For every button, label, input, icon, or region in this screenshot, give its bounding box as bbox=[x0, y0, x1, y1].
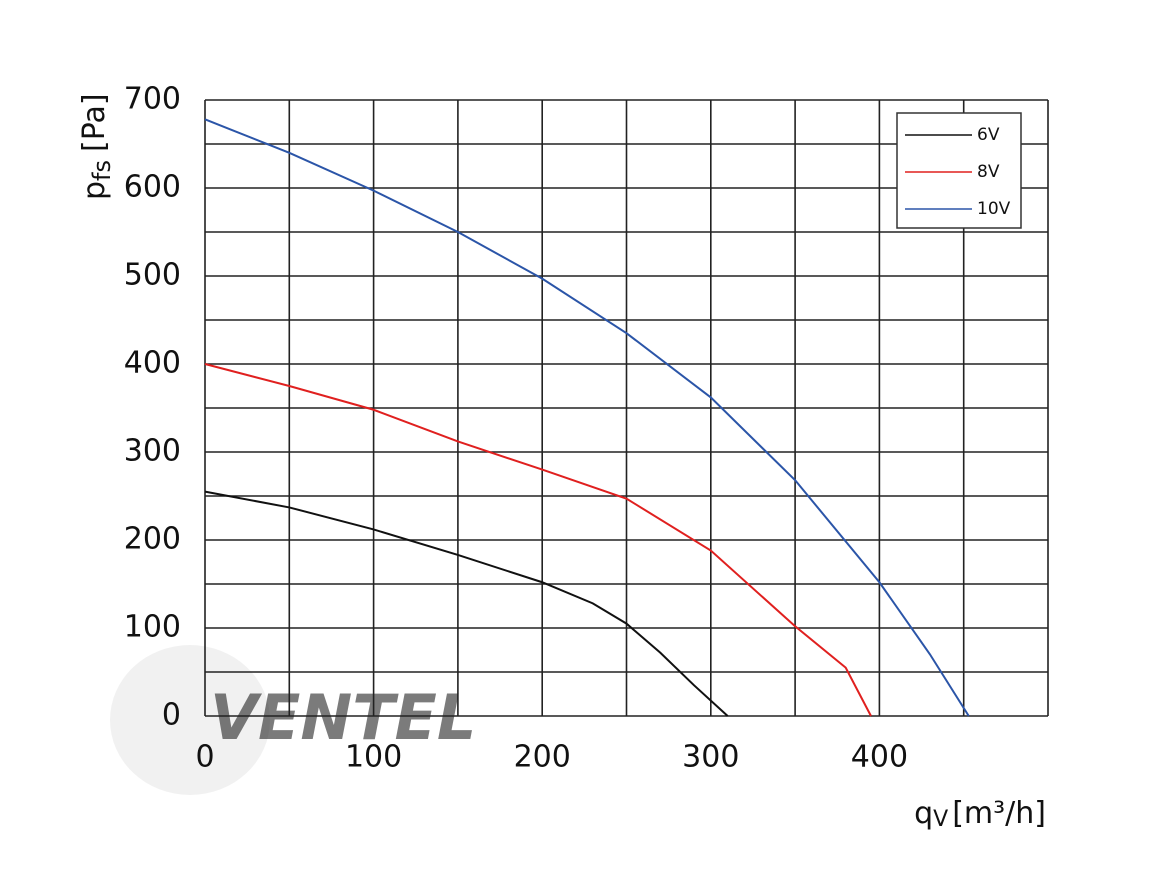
y-tick-label: 400 bbox=[124, 346, 181, 381]
y-axis-label: pfs [Pa] bbox=[77, 93, 117, 200]
x-axis-label-part: q bbox=[914, 796, 933, 831]
y-axis-label-part: p bbox=[77, 181, 112, 200]
y-tick-label: 200 bbox=[124, 522, 181, 557]
y-tick-label: 700 bbox=[124, 82, 181, 117]
x-tick-label: 300 bbox=[682, 740, 739, 775]
x-axis-label-part: [m³/h] bbox=[952, 796, 1046, 831]
series-line bbox=[204, 490, 729, 717]
watermark-group: VENTEL bbox=[110, 645, 476, 795]
y-tick-label: 600 bbox=[124, 170, 181, 205]
series-line bbox=[204, 118, 970, 717]
y-axis-label-part: [Pa] bbox=[77, 93, 112, 152]
legend-label: 6V bbox=[977, 125, 1000, 145]
y-tick-label: 300 bbox=[124, 434, 181, 469]
y-tick-label: 500 bbox=[124, 258, 181, 293]
legend-label: 8V bbox=[977, 162, 1000, 182]
x-tick-label: 200 bbox=[514, 740, 571, 775]
fan-logo bbox=[110, 645, 270, 795]
x-tick-label: 100 bbox=[345, 740, 402, 775]
x-tick-label: 400 bbox=[851, 740, 908, 775]
x-tick-label: 0 bbox=[195, 740, 214, 775]
legend-label: 10V bbox=[977, 199, 1011, 219]
y-axis-label-part: fs bbox=[88, 160, 116, 181]
watermark: VENTEL bbox=[210, 681, 476, 754]
series-line bbox=[204, 363, 872, 717]
x-axis-label-part: V bbox=[933, 807, 948, 832]
x-axis-label: qV [m³/h] bbox=[914, 796, 1046, 833]
y-tick-label: 0 bbox=[162, 698, 181, 733]
y-tick-label: 100 bbox=[124, 610, 181, 645]
